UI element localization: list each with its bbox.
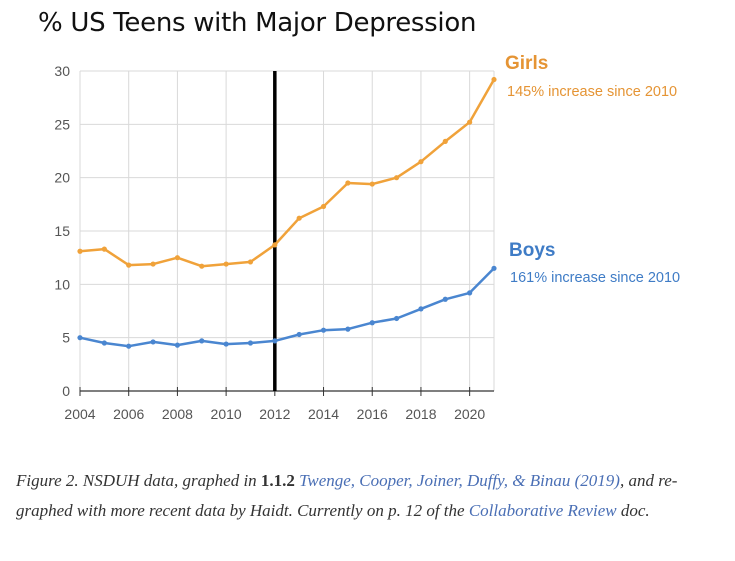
data-point-boys: [491, 265, 497, 271]
data-point-boys: [199, 338, 205, 344]
data-point-girls: [418, 159, 424, 165]
data-point-boys: [77, 335, 83, 341]
caption-text: NSDUH data, graphed in: [78, 471, 261, 490]
x-tick-label: 2012: [259, 406, 290, 422]
legend-boys-annotation: 161% increase since 2010: [510, 270, 681, 286]
data-point-boys: [126, 343, 132, 349]
data-point-boys: [393, 315, 400, 322]
data-point-boys: [272, 338, 278, 344]
data-point-boys: [345, 326, 351, 332]
y-tick-label: 30: [54, 63, 70, 79]
data-point-girls: [223, 261, 229, 267]
data-point-girls: [296, 215, 302, 221]
data-point-boys: [369, 320, 375, 326]
series-lines: [77, 76, 497, 349]
legend-girls-annotation: 145% increase since 2010: [507, 84, 678, 100]
data-point-boys: [467, 290, 473, 296]
data-point-boys: [418, 306, 424, 312]
chart-plot: 0 5 10 15 20 25 30 2004 2006 2008 2010 2012 2014 201…: [54, 63, 497, 422]
data-point-girls: [247, 259, 254, 265]
series-line-boys: [79, 267, 495, 348]
caption-citation-link[interactable]: Twenge, Cooper, Joiner, Duffy, & Binau (…: [299, 471, 620, 490]
data-point-girls: [77, 248, 83, 254]
caption-review-link[interactable]: Collaborative Review: [468, 501, 617, 520]
data-point-girls: [101, 246, 107, 252]
data-point-girls: [174, 255, 181, 261]
data-point-boys: [320, 327, 327, 333]
legend-boys-name: Boys: [509, 240, 556, 261]
data-point-girls: [442, 138, 448, 144]
data-point-boys: [247, 340, 254, 346]
chart-title: % US Teens with Major Depression: [38, 8, 477, 38]
data-point-boys: [150, 339, 156, 345]
y-tick-label: 25: [54, 116, 70, 132]
data-point-boys: [296, 331, 302, 338]
y-tick-label: 10: [54, 276, 70, 292]
caption-text: , and re-graphed with more recent data b…: [16, 471, 678, 520]
x-tick-label: 2006: [113, 406, 144, 422]
figure-caption: Figure 2. NSDUH data, graphed in 1.1.2 T…: [16, 466, 721, 526]
data-point-boys: [101, 340, 107, 346]
x-tick-label: 2016: [357, 406, 388, 422]
y-tick-label: 15: [54, 223, 70, 239]
data-point-girls: [467, 119, 473, 125]
data-point-girls: [199, 263, 205, 269]
y-tick-label: 20: [54, 170, 70, 186]
data-point-boys: [174, 342, 181, 348]
data-point-girls: [393, 175, 400, 181]
x-tick-label: 2008: [162, 406, 193, 422]
series-line-girls: [79, 78, 496, 268]
y-tick-label: 5: [62, 330, 70, 346]
caption-section: 1.1.2: [260, 471, 295, 490]
data-point-girls: [272, 242, 278, 248]
x-tick-label: 2018: [405, 406, 436, 422]
data-point-girls: [491, 76, 497, 83]
x-axis: 2004 2006 2008 2010 2012 2014 2016 2018 2020: [64, 387, 494, 422]
data-point-girls: [320, 203, 327, 210]
data-point-girls: [345, 180, 351, 186]
x-tick-label: 2010: [211, 406, 242, 422]
data-point-girls: [150, 261, 156, 267]
caption-text: doc.: [616, 501, 650, 520]
data-point-girls: [369, 181, 375, 187]
caption-figure-label: Figure 2.: [16, 471, 79, 490]
data-point-boys: [442, 296, 448, 302]
data-point-girls: [126, 262, 132, 268]
x-tick-label: 2020: [454, 406, 485, 422]
legend-girls-name: Girls: [505, 53, 549, 74]
data-point-boys: [223, 341, 229, 347]
y-tick-label: 0: [62, 383, 70, 399]
x-tick-label: 2014: [308, 406, 339, 422]
x-tick-label: 2004: [64, 406, 95, 422]
y-axis: 0 5 10 15 20 25 30: [54, 63, 70, 399]
